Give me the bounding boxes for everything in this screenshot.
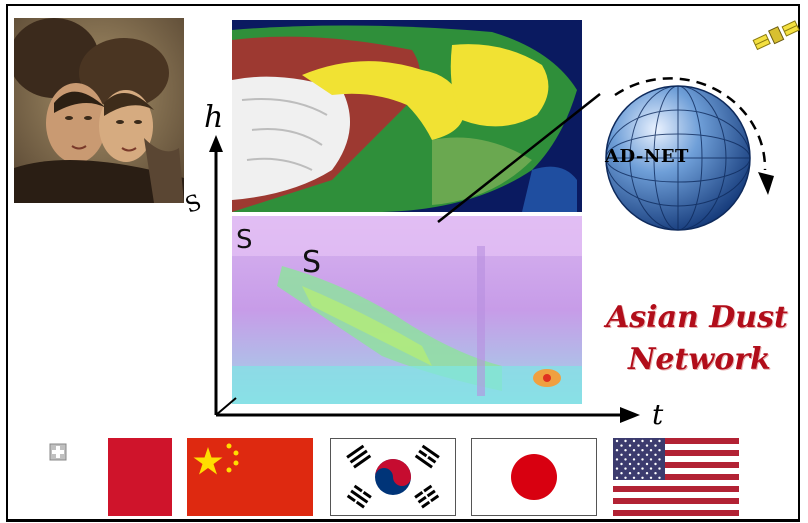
lidar-backscatter-plot [232,216,582,404]
globe-label: AD-NET [605,146,689,167]
malta-flag [44,438,172,516]
title-line-2: Network [628,342,771,377]
image-frame [6,4,800,519]
y-axis-label: h [204,100,224,135]
x-axis-label: t [652,398,664,431]
japan-flag [471,438,597,516]
lidar-s-marker: S [302,245,322,280]
china-flag [187,438,313,516]
bottom-border [6,519,800,522]
globe [605,77,774,231]
painting-image [14,18,184,203]
lidar-s-small-marker: S [236,225,253,255]
korea-flag [330,438,456,516]
title-line-1: Asian Dust [606,300,788,335]
dust-terrain-map [232,20,582,212]
usa-flag [613,438,739,516]
satellite-icon [752,20,800,51]
